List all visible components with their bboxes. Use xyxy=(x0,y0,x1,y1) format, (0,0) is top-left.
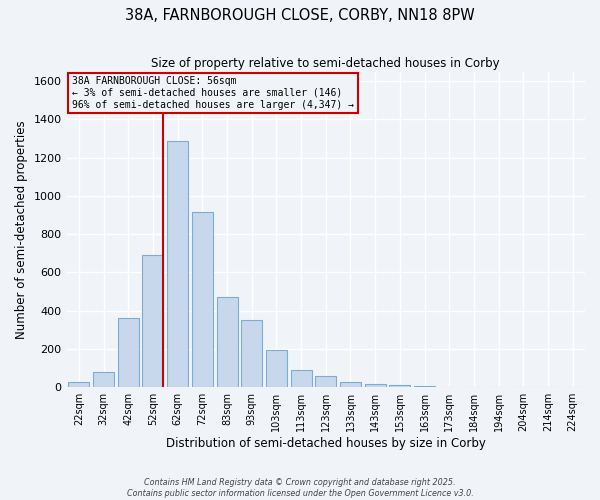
Bar xyxy=(93,372,114,387)
Text: 38A, FARNBOROUGH CLOSE, CORBY, NN18 8PW: 38A, FARNBOROUGH CLOSE, CORBY, NN18 8PW xyxy=(125,8,475,22)
Bar xyxy=(167,140,188,387)
Bar xyxy=(68,382,89,387)
Bar xyxy=(192,212,213,387)
Bar xyxy=(315,376,336,387)
Bar xyxy=(118,318,139,387)
X-axis label: Distribution of semi-detached houses by size in Corby: Distribution of semi-detached houses by … xyxy=(166,437,486,450)
Text: 38A FARNBOROUGH CLOSE: 56sqm
← 3% of semi-detached houses are smaller (146)
96% : 38A FARNBOROUGH CLOSE: 56sqm ← 3% of sem… xyxy=(72,76,354,110)
Bar xyxy=(241,320,262,387)
Bar xyxy=(266,350,287,387)
Bar xyxy=(340,382,361,387)
Bar xyxy=(290,370,311,387)
Text: Contains HM Land Registry data © Crown copyright and database right 2025.
Contai: Contains HM Land Registry data © Crown c… xyxy=(127,478,473,498)
Title: Size of property relative to semi-detached houses in Corby: Size of property relative to semi-detach… xyxy=(151,58,500,70)
Bar xyxy=(142,256,163,387)
Bar xyxy=(389,386,410,387)
Bar xyxy=(365,384,386,387)
Y-axis label: Number of semi-detached properties: Number of semi-detached properties xyxy=(15,120,28,339)
Bar xyxy=(217,298,238,387)
Bar xyxy=(414,386,435,387)
